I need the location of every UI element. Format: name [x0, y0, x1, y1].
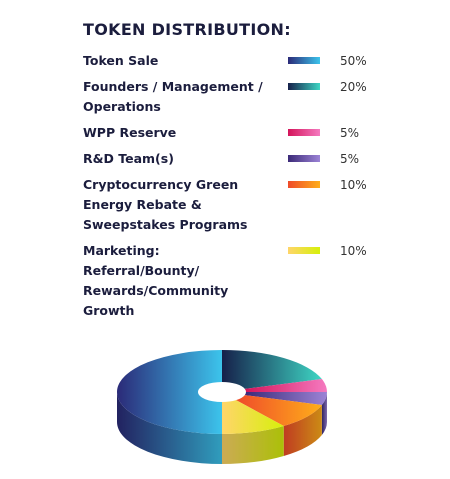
value-label: 50% — [340, 54, 367, 68]
legend-swatch — [288, 181, 320, 188]
value-label: 10% — [340, 178, 367, 192]
legend-label: Founders / Management / Operations — [83, 79, 263, 114]
pie-slice-side — [117, 392, 222, 464]
pie-slice-side — [222, 425, 284, 464]
value-label: 10% — [340, 244, 367, 258]
legend-swatch — [288, 129, 320, 136]
value-label: 20% — [340, 80, 367, 94]
legend-label: Marketing: Referral/Bounty/ Rewards/Comm… — [83, 243, 229, 318]
pie-slice — [117, 350, 222, 434]
legend-label: WPP Reserve — [83, 125, 177, 140]
pie-slice — [222, 400, 284, 434]
pie-slice — [222, 350, 322, 389]
legend-item: Cryptocurrency Green Energy Rebate & Swe… — [83, 175, 383, 235]
legend-label: Token Sale — [83, 53, 159, 68]
legend-label: R&D Team(s) — [83, 151, 174, 166]
legend-item: WPP Reserve 5% — [83, 123, 383, 143]
legend: Token Sale 50% Founders / Management / Ope… — [83, 51, 383, 327]
pie-slice-side — [283, 404, 322, 456]
legend-item: R&D Team(s) 5% — [83, 149, 383, 169]
legend-item: Token Sale 50% — [83, 51, 383, 71]
value-label: 5% — [340, 152, 360, 166]
legend-item: Marketing: Referral/Bounty/ Rewards/Comm… — [83, 241, 383, 321]
pie-slice — [244, 379, 327, 392]
pie-slice — [244, 392, 327, 405]
pie-slice-side — [321, 392, 327, 435]
legend-swatch — [288, 247, 320, 254]
legend-item: Founders / Management / Operations 20% — [83, 77, 383, 117]
legend-swatch — [288, 155, 320, 162]
legend-label: Cryptocurrency Green Energy Rebate & Swe… — [83, 177, 248, 232]
legend-swatch — [288, 57, 320, 64]
legend-swatch — [288, 83, 320, 90]
pie-slice — [236, 395, 322, 426]
chart-title: TOKEN DISTRIBUTION: — [83, 20, 291, 39]
value-label: 5% — [340, 126, 360, 140]
